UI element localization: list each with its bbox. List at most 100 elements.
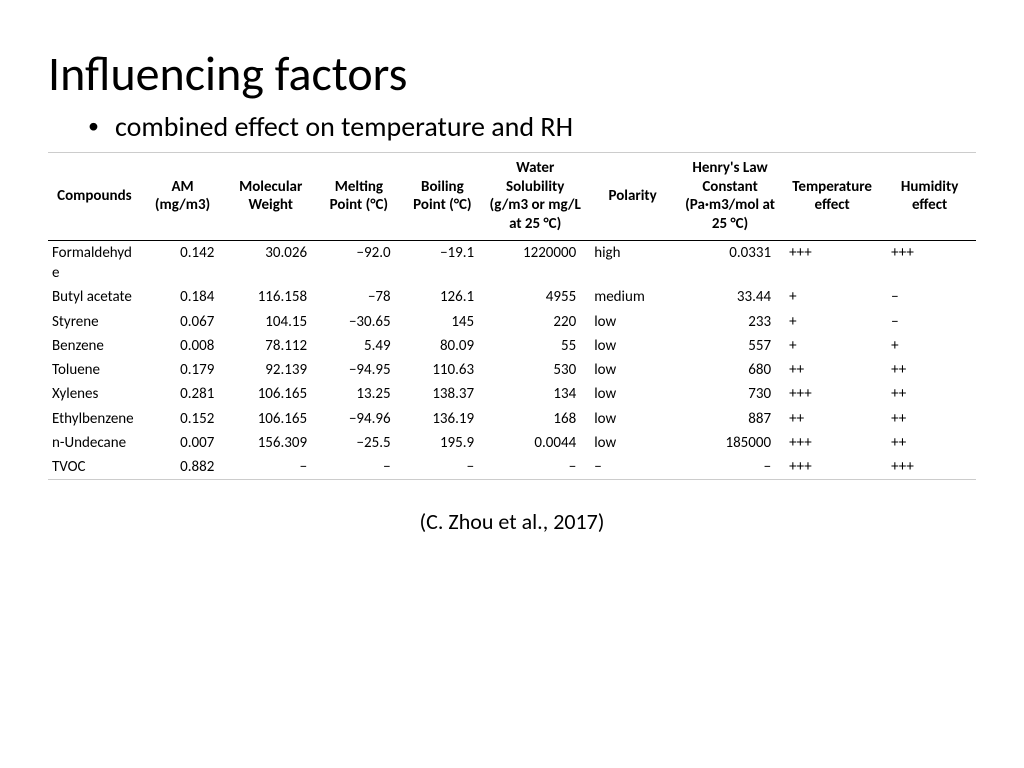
mw-value: 116.158 xyxy=(224,285,317,309)
am-value: 0.008 xyxy=(141,334,225,358)
slide: Influencing factors • combined effect on… xyxy=(0,0,1024,768)
bp-value: 80.09 xyxy=(401,334,485,358)
slide-subtitle: combined effect on temperature and RH xyxy=(115,109,573,144)
ws-value: 220 xyxy=(484,310,586,334)
mw-value: − xyxy=(224,455,317,480)
polarity-value: low xyxy=(586,334,679,358)
table-row: Formaldehyde0.14230.026−92.0−19.11220000… xyxy=(48,240,976,285)
hlc-value: 33.44 xyxy=(679,285,781,309)
hlc-value: 730 xyxy=(679,382,781,406)
polarity-value: low xyxy=(586,431,679,455)
hlc-value: 233 xyxy=(679,310,781,334)
humidity-effect-value: − xyxy=(883,310,976,334)
col-polarity: Polarity xyxy=(586,152,679,240)
table-row: Benzene0.00878.1125.4980.0955low557++ xyxy=(48,334,976,358)
am-value: 0.007 xyxy=(141,431,225,455)
ws-value: 530 xyxy=(484,358,586,382)
mp-value: 5.49 xyxy=(317,334,401,358)
temp-effect-value: +++ xyxy=(781,382,883,406)
table-row: Toluene0.17992.139−94.95110.63530low680+… xyxy=(48,358,976,382)
compound-name: Benzene xyxy=(48,334,141,358)
polarity-value: low xyxy=(586,382,679,406)
humidity-effect-value: +++ xyxy=(883,240,976,285)
polarity-value: − xyxy=(586,455,679,480)
table-header-row: Compounds AM (mg/m3) Molecular Weight Me… xyxy=(48,152,976,240)
col-boiling-point: Boiling Point (°C) xyxy=(401,152,485,240)
temp-effect-value: +++ xyxy=(781,240,883,285)
col-am: AM (mg/m3) xyxy=(141,152,225,240)
subtitle-row: • combined effect on temperature and RH xyxy=(88,109,976,144)
bp-value: −19.1 xyxy=(401,240,485,285)
humidity-effect-value: ++ xyxy=(883,407,976,431)
mw-value: 92.139 xyxy=(224,358,317,382)
col-temp-effect: Temperature effect xyxy=(781,152,883,240)
temp-effect-value: + xyxy=(781,334,883,358)
mp-value: 13.25 xyxy=(317,382,401,406)
bp-value: 110.63 xyxy=(401,358,485,382)
mw-value: 30.026 xyxy=(224,240,317,285)
compound-name: Butyl acetate xyxy=(48,285,141,309)
table-row: Ethylbenzene0.152106.165−94.96136.19168l… xyxy=(48,407,976,431)
mw-value: 156.309 xyxy=(224,431,317,455)
am-value: 0.067 xyxy=(141,310,225,334)
humidity-effect-value: ++ xyxy=(883,358,976,382)
table-row: Xylenes0.281106.16513.25138.37134low730+… xyxy=(48,382,976,406)
am-value: 0.142 xyxy=(141,240,225,285)
bp-value: − xyxy=(401,455,485,480)
temp-effect-value: ++ xyxy=(781,358,883,382)
col-water-solubility: Water Solubility (g/m3 or mg/L at 25 °C) xyxy=(484,152,586,240)
polarity-value: high xyxy=(586,240,679,285)
table-row: n-Undecane0.007156.309−25.5195.90.0044lo… xyxy=(48,431,976,455)
bp-value: 145 xyxy=(401,310,485,334)
hlc-value: − xyxy=(679,455,781,480)
bp-value: 138.37 xyxy=(401,382,485,406)
temp-effect-value: +++ xyxy=(781,455,883,480)
hlc-value: 0.0331 xyxy=(679,240,781,285)
hlc-value: 680 xyxy=(679,358,781,382)
ws-value: 168 xyxy=(484,407,586,431)
col-henry-law: Henry's Law Constant (Pa·m3/mol at 25 °C… xyxy=(679,152,781,240)
compounds-table: Compounds AM (mg/m3) Molecular Weight Me… xyxy=(48,152,976,481)
ws-value: 0.0044 xyxy=(484,431,586,455)
mp-value: − xyxy=(317,455,401,480)
ws-value: − xyxy=(484,455,586,480)
col-molecular-weight: Molecular Weight xyxy=(224,152,317,240)
temp-effect-value: + xyxy=(781,310,883,334)
am-value: 0.179 xyxy=(141,358,225,382)
mw-value: 78.112 xyxy=(224,334,317,358)
mp-value: −30.65 xyxy=(317,310,401,334)
mw-value: 106.165 xyxy=(224,382,317,406)
hlc-value: 557 xyxy=(679,334,781,358)
bullet-icon: • xyxy=(88,115,99,137)
humidity-effect-value: +++ xyxy=(883,455,976,480)
mp-value: −94.96 xyxy=(317,407,401,431)
mw-value: 106.165 xyxy=(224,407,317,431)
humidity-effect-value: − xyxy=(883,285,976,309)
ws-value: 55 xyxy=(484,334,586,358)
ws-value: 1220000 xyxy=(484,240,586,285)
compound-name: Styrene xyxy=(48,310,141,334)
humidity-effect-value: ++ xyxy=(883,431,976,455)
bp-value: 136.19 xyxy=(401,407,485,431)
citation: (C. Zhou et al., 2017) xyxy=(48,508,976,535)
slide-title: Influencing factors xyxy=(48,48,976,101)
am-value: 0.184 xyxy=(141,285,225,309)
table-row: TVOC0.882−−−−−−++++++ xyxy=(48,455,976,480)
am-value: 0.281 xyxy=(141,382,225,406)
polarity-value: low xyxy=(586,358,679,382)
polarity-value: low xyxy=(586,407,679,431)
col-humidity-effect: Humidity effect xyxy=(883,152,976,240)
am-value: 0.152 xyxy=(141,407,225,431)
compound-name: TVOC xyxy=(48,455,141,480)
hlc-value: 887 xyxy=(679,407,781,431)
compound-name: Toluene xyxy=(48,358,141,382)
temp-effect-value: + xyxy=(781,285,883,309)
col-compounds: Compounds xyxy=(48,152,141,240)
polarity-value: medium xyxy=(586,285,679,309)
mp-value: −25.5 xyxy=(317,431,401,455)
temp-effect-value: ++ xyxy=(781,407,883,431)
mp-value: −94.95 xyxy=(317,358,401,382)
mp-value: −78 xyxy=(317,285,401,309)
bp-value: 195.9 xyxy=(401,431,485,455)
temp-effect-value: +++ xyxy=(781,431,883,455)
